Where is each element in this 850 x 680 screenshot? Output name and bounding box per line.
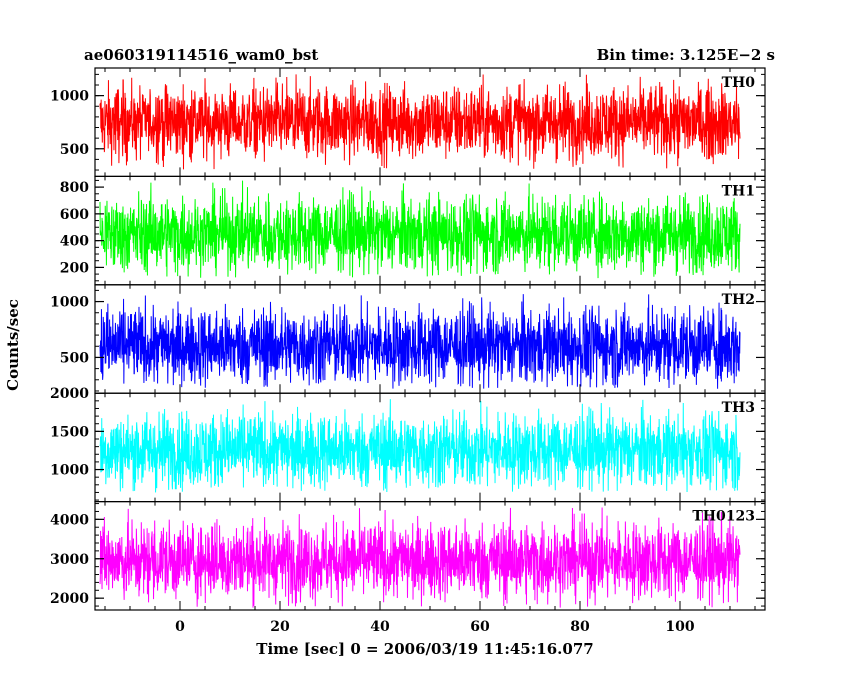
y-tick-label: 2000 (50, 591, 89, 607)
chart-title-right: Bin time: 3.125E−2 s (597, 46, 775, 64)
x-tick-label: 80 (570, 619, 590, 635)
panel-label-th0: TH0 (722, 75, 756, 91)
series-th3 (99, 399, 741, 493)
y-tick-label: 1500 (50, 424, 89, 440)
x-tick-label: 100 (665, 619, 694, 635)
series-th0123 (99, 507, 741, 608)
y-tick-label: 600 (60, 207, 89, 223)
y-tick-label: 1000 (50, 463, 89, 479)
panel-th1: 200 400 600 800 TH1 (60, 175, 766, 286)
panel-th0123: 2000 3000 4000 TH0123 (50, 501, 766, 611)
y-tick-label: 1000 (50, 295, 89, 311)
y-tick-label: 500 (60, 350, 89, 366)
y-tick-label: 400 (60, 234, 89, 250)
y-axis-label: Counts/sec (4, 299, 22, 391)
y-tick-label: 800 (60, 180, 89, 196)
x-tick-label: 60 (470, 619, 490, 635)
panel-label-th0123: TH0123 (692, 509, 755, 525)
x-tick-label: 20 (270, 619, 290, 635)
y-tick-label: 1000 (50, 89, 89, 105)
series-th1 (99, 180, 741, 279)
panel-th0: 500 1000 TH0 (50, 67, 766, 178)
y-tick-label: 4000 (50, 512, 89, 528)
series-th0 (99, 74, 741, 170)
y-tick-label: 500 (60, 142, 89, 158)
panel-th3: 1000 1500 2000 TH3 (50, 386, 766, 503)
series-th2 (99, 294, 741, 389)
panel-label-th2: TH2 (722, 292, 755, 308)
y-tick-label: 200 (60, 260, 89, 276)
panel-label-th3: TH3 (722, 400, 755, 416)
panel-label-th1: TH1 (722, 183, 755, 199)
x-tick-label: 0 (175, 619, 185, 635)
x-tick-label: 40 (370, 619, 390, 635)
chart-title-left: ae060319114516_wam0_bst (84, 46, 318, 64)
y-tick-label: 3000 (50, 552, 89, 568)
y-tick-label: 2000 (50, 386, 89, 402)
x-axis-label: Time [sec] 0 = 2006/03/19 11:45:16.077 (256, 640, 593, 658)
panel-th2: 500 1000 TH2 (50, 284, 766, 394)
